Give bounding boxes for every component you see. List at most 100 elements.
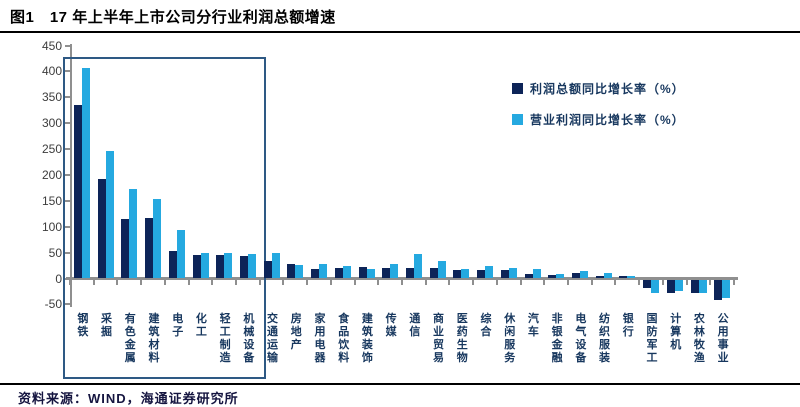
y-axis-tick (65, 96, 70, 99)
bar (358, 266, 367, 278)
bar (342, 266, 351, 278)
bar (690, 280, 699, 293)
category-label: 采掘 (101, 313, 113, 338)
x-axis-tick (567, 280, 569, 285)
bar (548, 275, 557, 278)
bar (295, 264, 304, 278)
x-axis-tick (92, 280, 95, 285)
y-axis-tick (65, 277, 70, 280)
y-axis-tick (65, 303, 70, 306)
highlight-box (63, 57, 266, 379)
x-axis-tick (543, 280, 546, 285)
bar (556, 273, 565, 278)
bar (524, 274, 533, 278)
x-axis-tick (140, 280, 143, 285)
x-axis-tick (638, 280, 641, 285)
bar (153, 198, 162, 278)
category-label: 机械设备 (243, 313, 255, 364)
x-axis-tick (235, 280, 237, 285)
y-axis-tick-label: -50 (44, 297, 62, 312)
bar (382, 267, 391, 278)
bar (595, 275, 604, 278)
bar (477, 270, 486, 278)
legend-item-profit-total: 利润总额同比增长率（%） (512, 80, 685, 97)
x-axis-tick (685, 280, 688, 285)
x-axis-tick (424, 280, 427, 285)
bar (287, 263, 296, 278)
bar (485, 265, 494, 278)
legend-swatch-icon (512, 83, 523, 94)
y-axis-tick (65, 148, 70, 151)
bar (105, 151, 114, 278)
x-axis-line (66, 277, 738, 280)
x-axis-tick (590, 280, 593, 285)
x-axis-tick (187, 280, 190, 285)
legend: 利润总额同比增长率（%） 营业利润同比增长率（%） (512, 80, 685, 142)
category-label: 建筑装饰 (361, 313, 373, 364)
bar (263, 261, 272, 278)
legend-item-operating-profit: 营业利润同比增长率（%） (512, 111, 685, 128)
figure-title: 图1 17 年上半年上市公司分行业利润总额增速 (10, 9, 336, 26)
bar (74, 104, 82, 278)
bar (722, 280, 731, 298)
bar (176, 230, 185, 278)
category-label: 商业贸易 (433, 313, 445, 364)
y-axis-tick (65, 199, 70, 202)
bar (714, 280, 723, 300)
bar (500, 270, 509, 278)
x-axis-tick (282, 280, 285, 285)
bar (437, 260, 446, 278)
category-label: 交通运输 (267, 313, 279, 364)
bar (192, 254, 201, 278)
category-label: 农林牧渔 (693, 313, 705, 364)
bar (453, 270, 462, 278)
x-axis-tick (116, 280, 119, 285)
category-label: 通信 (409, 313, 421, 338)
y-axis-tick-label: 0 (55, 271, 62, 286)
category-label: 有色金属 (124, 313, 136, 364)
category-label: 计算机 (670, 313, 682, 351)
category-label: 建筑材料 (148, 313, 160, 364)
y-axis-tick-label: 300 (41, 116, 62, 131)
bar (627, 276, 636, 278)
bar (168, 250, 177, 278)
x-axis-tick (377, 280, 380, 285)
bar (82, 68, 90, 278)
bar (248, 253, 256, 278)
bar (145, 218, 154, 278)
x-axis-tick (519, 280, 522, 285)
bar (619, 275, 628, 278)
bar (97, 178, 106, 278)
category-label: 公用事业 (717, 313, 729, 364)
y-axis-tick-label: 250 (41, 142, 62, 157)
category-label: 纺织服装 (599, 313, 611, 364)
y-axis-tick (65, 122, 70, 125)
bar (532, 269, 541, 278)
title-divider (0, 31, 800, 33)
y-axis-tick-label: 400 (41, 64, 62, 79)
x-axis-tick (661, 280, 664, 285)
bar (461, 268, 470, 278)
legend-label: 利润总额同比增长率（%） (530, 82, 685, 96)
category-label: 轻工制造 (219, 313, 231, 364)
legend-label: 营业利润同比增长率（%） (530, 113, 685, 127)
profit-growth-chart: 利润总额同比增长率（%） 营业利润同比增长率（%） 450 400 350 300 25… (0, 34, 800, 380)
bar (580, 270, 588, 278)
bar (224, 253, 233, 278)
y-axis-tick-label: 150 (41, 193, 62, 208)
category-label: 钢铁 (77, 313, 89, 338)
bar (334, 267, 343, 278)
bar (216, 254, 225, 278)
x-axis-tick (614, 280, 617, 285)
bar (414, 253, 422, 278)
x-axis-tick (306, 280, 309, 285)
y-axis-tick-label: 450 (41, 38, 62, 53)
x-axis-tick (472, 280, 475, 285)
bar (666, 280, 675, 294)
bar (674, 280, 683, 292)
x-axis-tick (495, 280, 498, 285)
x-axis-tick (401, 280, 403, 285)
y-axis-tick (65, 70, 70, 73)
category-label: 综合 (480, 313, 492, 338)
bar (406, 267, 414, 278)
